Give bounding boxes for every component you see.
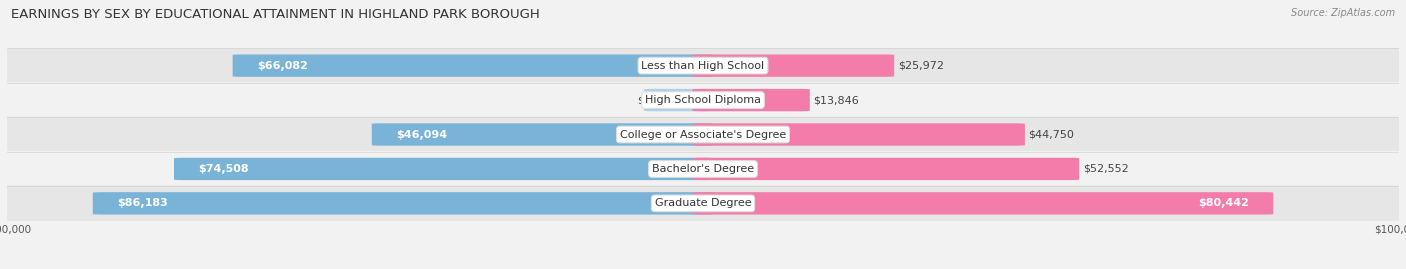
FancyBboxPatch shape bbox=[371, 123, 713, 146]
FancyBboxPatch shape bbox=[0, 116, 1406, 153]
Text: $86,183: $86,183 bbox=[117, 198, 167, 208]
FancyBboxPatch shape bbox=[644, 89, 713, 111]
FancyBboxPatch shape bbox=[693, 123, 1025, 146]
FancyBboxPatch shape bbox=[0, 151, 1406, 187]
FancyBboxPatch shape bbox=[0, 82, 1406, 118]
Text: $74,508: $74,508 bbox=[198, 164, 249, 174]
FancyBboxPatch shape bbox=[693, 158, 1080, 180]
Text: $0: $0 bbox=[637, 95, 651, 105]
Text: Graduate Degree: Graduate Degree bbox=[655, 198, 751, 208]
FancyBboxPatch shape bbox=[174, 158, 713, 180]
FancyBboxPatch shape bbox=[232, 54, 713, 77]
Text: $13,846: $13,846 bbox=[813, 95, 859, 105]
Text: EARNINGS BY SEX BY EDUCATIONAL ATTAINMENT IN HIGHLAND PARK BOROUGH: EARNINGS BY SEX BY EDUCATIONAL ATTAINMEN… bbox=[11, 8, 540, 21]
FancyBboxPatch shape bbox=[693, 192, 1274, 215]
Text: Source: ZipAtlas.com: Source: ZipAtlas.com bbox=[1291, 8, 1395, 18]
Text: Less than High School: Less than High School bbox=[641, 61, 765, 71]
FancyBboxPatch shape bbox=[693, 89, 810, 111]
Text: $46,094: $46,094 bbox=[396, 129, 447, 140]
Text: $66,082: $66,082 bbox=[257, 61, 308, 71]
Text: $44,750: $44,750 bbox=[1028, 129, 1074, 140]
Text: Bachelor's Degree: Bachelor's Degree bbox=[652, 164, 754, 174]
FancyBboxPatch shape bbox=[693, 54, 894, 77]
Text: $25,972: $25,972 bbox=[897, 61, 943, 71]
FancyBboxPatch shape bbox=[93, 192, 713, 215]
Text: College or Associate's Degree: College or Associate's Degree bbox=[620, 129, 786, 140]
FancyBboxPatch shape bbox=[0, 185, 1406, 221]
Text: High School Diploma: High School Diploma bbox=[645, 95, 761, 105]
Text: $52,552: $52,552 bbox=[1083, 164, 1129, 174]
FancyBboxPatch shape bbox=[0, 48, 1406, 84]
Text: $80,442: $80,442 bbox=[1198, 198, 1249, 208]
